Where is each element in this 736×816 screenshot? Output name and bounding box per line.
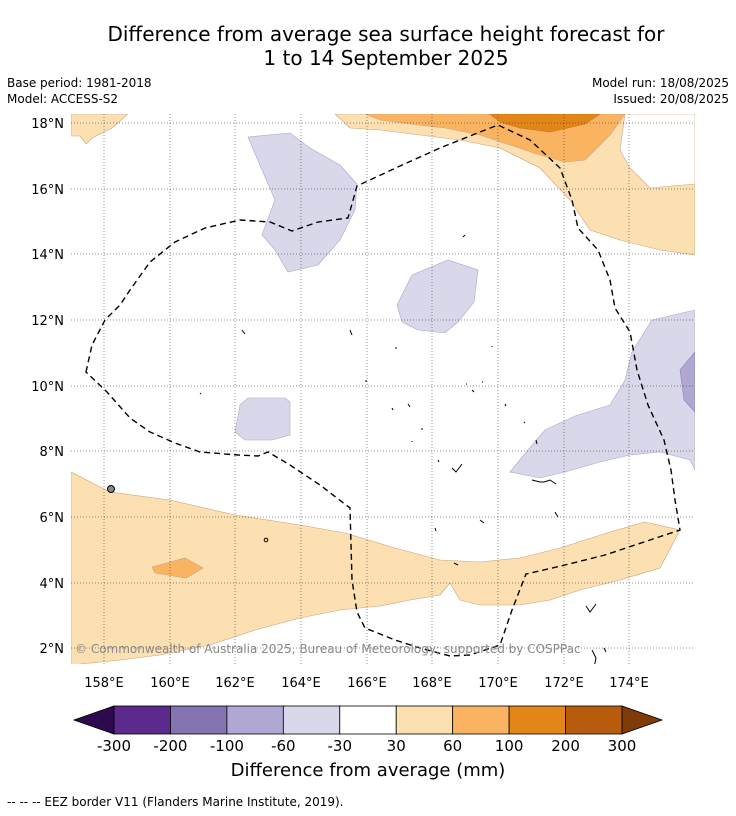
longitude-labels: 158°E 160°E 162°E 164°E 166°E 168°E 170°…	[84, 676, 649, 691]
map-panel: © Commonwealth of Australia 2025, Bureau…	[71, 114, 695, 664]
anomaly-region-lavender-east	[509, 309, 695, 479]
colorbar-over-arrow	[621, 705, 664, 735]
colorbar-tick-label: -60	[271, 737, 296, 755]
model-run: Model run: 18/08/2025	[591, 76, 729, 90]
title-line-1: Difference from average sea surface heig…	[107, 22, 665, 46]
colorbar-under-arrow	[72, 705, 115, 735]
lat-label: 8°N	[40, 445, 65, 460]
lon-label: 162°E	[215, 676, 255, 691]
meta-left: Base period: 1981-2018 Model: ACCESS-S2	[7, 75, 152, 107]
latitude-labels: 18°N 16°N 14°N 12°N 10°N 8°N 6°N 4°N 2°N	[31, 117, 64, 657]
anomaly-region-lavender-center	[396, 259, 479, 334]
issued-date: Issued: 20/08/2025	[613, 92, 729, 106]
lon-label: 158°E	[84, 676, 124, 691]
islands	[107, 234, 607, 664]
colorbar-bin	[339, 705, 397, 735]
lat-label: 4°N	[40, 577, 65, 592]
colorbar-bin	[508, 705, 566, 735]
colorbar-tick-label: 60	[443, 737, 462, 755]
lon-label: 160°E	[150, 676, 190, 691]
colorbar-bin	[565, 705, 623, 735]
colorbar-bin	[170, 705, 228, 735]
lon-label: 166°E	[347, 676, 387, 691]
lon-label: 174°E	[609, 676, 649, 691]
graticule	[71, 114, 695, 664]
anomaly-region-lavender-west	[234, 397, 291, 441]
anomaly-region-light-orange-south	[71, 471, 681, 664]
lon-label: 170°E	[478, 676, 518, 691]
lat-label: 2°N	[40, 642, 65, 657]
model-name: Model: ACCESS-S2	[7, 92, 119, 106]
colorbar-bin	[282, 705, 341, 735]
colorbar-bin	[226, 705, 284, 735]
colorbar: -300 -200 -100 -60 -30 30 60 100 200 300	[72, 705, 664, 755]
lat-label: 12°N	[31, 314, 64, 329]
eez-footnote: -- -- -- EEZ border V11 (Flanders Marine…	[7, 795, 344, 809]
colorbar-label: Difference from average (mm)	[230, 760, 506, 781]
colorbar-tick-label: -100	[210, 737, 244, 755]
colorbar-tick-label: 300	[608, 737, 637, 755]
lon-label: 168°E	[412, 676, 452, 691]
anomaly-region-violet-east	[679, 351, 695, 413]
copyright-text: © Commonwealth of Australia 2025, Bureau…	[75, 642, 581, 656]
lat-label: 14°N	[31, 248, 64, 263]
lat-label: 16°N	[31, 183, 64, 198]
lat-label: 10°N	[31, 380, 64, 395]
title-line-2: 1 to 14 September 2025	[263, 46, 509, 70]
eez-border	[85, 124, 681, 657]
colorbar-bin	[452, 705, 510, 735]
lon-label: 164°E	[281, 676, 321, 691]
colorbar-tick-label: 30	[387, 737, 406, 755]
colorbar-tick-label: -300	[97, 737, 131, 755]
lat-label: 18°N	[31, 117, 64, 132]
anomaly-region-light-orange-east-inner	[619, 114, 695, 189]
colorbar-tick-label: 100	[495, 737, 524, 755]
colorbar-bin	[113, 705, 171, 735]
colorbar-tick-label: -200	[153, 737, 187, 755]
lon-label: 172°E	[544, 676, 584, 691]
meta-right: Model run: 18/08/2025 Issued: 20/08/2025	[592, 75, 729, 107]
colorbar-tick-label: 200	[551, 737, 580, 755]
map-title: Difference from average sea surface heig…	[60, 22, 712, 70]
colorbar-tick-label: -30	[328, 737, 353, 755]
anomaly-region-orange-south	[151, 557, 204, 579]
anomaly-region-light-orange-top-left	[71, 114, 129, 145]
anomaly-region-lavender-north	[247, 132, 358, 273]
colorbar-bin	[395, 705, 454, 735]
base-period: Base period: 1981-2018	[7, 76, 152, 90]
lat-label: 6°N	[40, 511, 65, 526]
